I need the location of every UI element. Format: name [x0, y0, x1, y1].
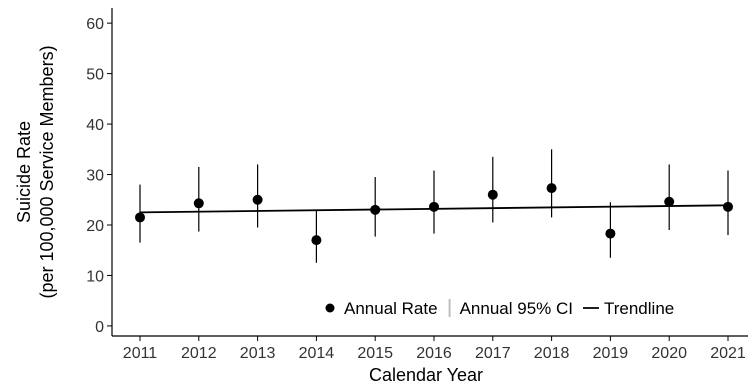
y-tick-label: 60: [86, 16, 104, 33]
x-tick-label: 2016: [416, 345, 452, 362]
legend: Annual Rate Annual 95% CI Trendline: [325, 299, 674, 318]
x-tick-label: 2013: [240, 345, 276, 362]
x-tick-label: 2021: [710, 345, 746, 362]
y-tick-label: 30: [86, 168, 104, 185]
y-tick-label: 40: [86, 117, 104, 134]
x-axis-title: Calendar Year: [369, 365, 483, 384]
legend-label: Annual Rate: [344, 299, 438, 318]
legend-label: Annual 95% CI: [460, 299, 573, 318]
x-tick-label: 2018: [534, 345, 570, 362]
data-point: [252, 194, 263, 205]
legend-point-key: [325, 303, 335, 313]
point-layer: [135, 183, 733, 246]
x-tick-label: 2017: [475, 345, 511, 362]
x-tick-label: 2015: [357, 345, 393, 362]
data-point: [370, 204, 381, 215]
x-tick-label: 2014: [299, 345, 335, 362]
data-point: [546, 183, 557, 194]
data-point: [664, 196, 675, 207]
x-tick-label: 2011: [123, 345, 158, 362]
data-point: [605, 228, 616, 239]
y-tick-label: 10: [86, 268, 104, 285]
y-tick-label: 50: [86, 67, 104, 84]
axes: 0 10 20 30 40 50 60 2011 2012 2013 2014 2015 2016 201…: [14, 8, 748, 384]
x-tick-label: 2012: [181, 345, 217, 362]
data-point: [135, 212, 145, 223]
y-axis-title-line1: Suicide Rate: [14, 121, 34, 223]
y-tick-label: 20: [86, 218, 104, 235]
y-tick-label: 0: [95, 319, 104, 336]
data-point: [429, 201, 439, 212]
x-tick-label: 2019: [593, 345, 629, 362]
data-point: [311, 235, 322, 246]
data-point: [487, 189, 498, 200]
x-tick-label: 2020: [651, 345, 687, 362]
legend-label: Trendline: [604, 299, 674, 318]
data-point: [193, 198, 204, 209]
data-point: [723, 201, 733, 212]
y-axis-title-line2: (per 100,000 Service Members): [37, 45, 57, 298]
